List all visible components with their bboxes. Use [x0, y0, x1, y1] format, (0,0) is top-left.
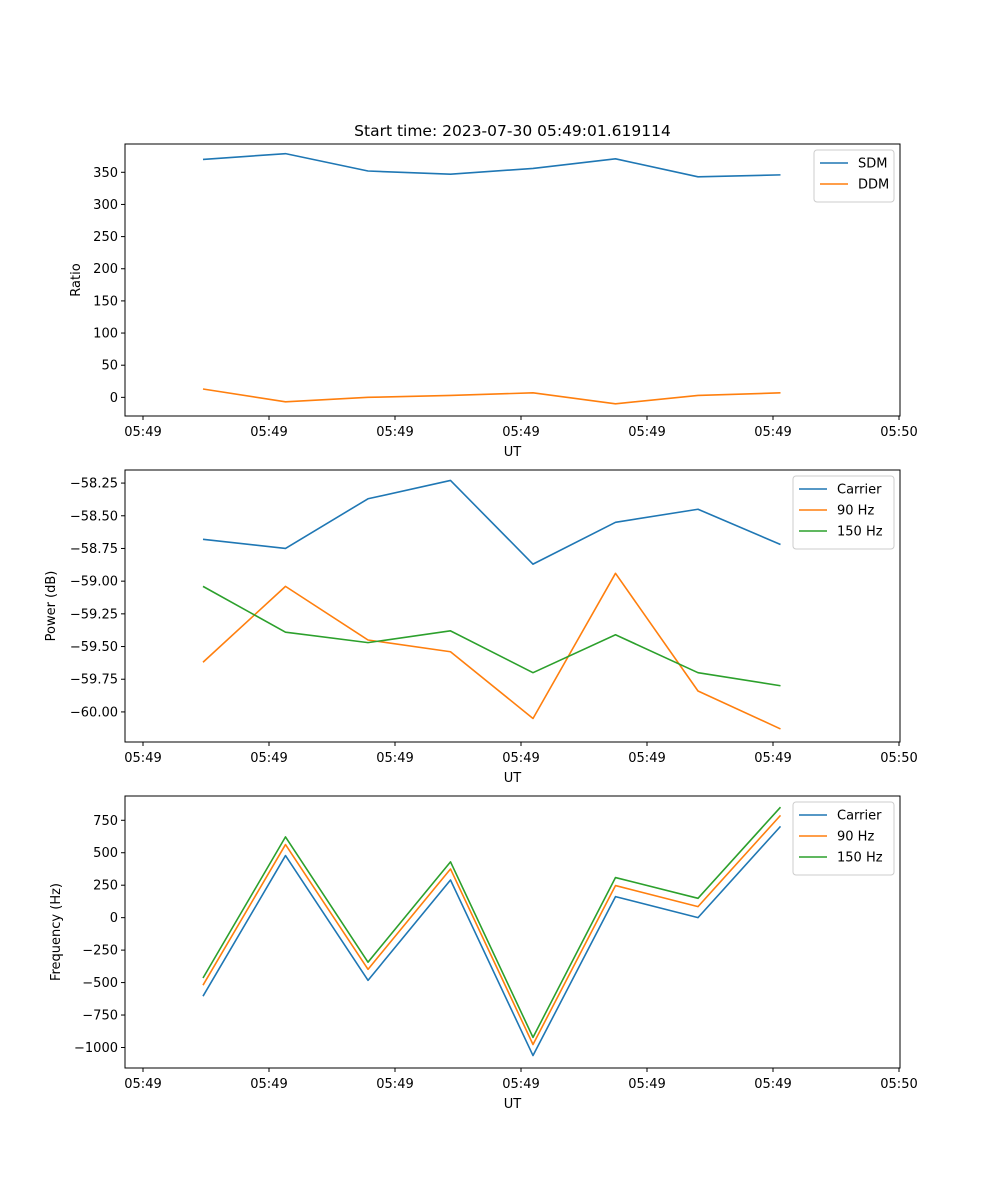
- legend-label: DDM: [858, 178, 889, 193]
- legend-label: 90 Hz: [837, 504, 874, 519]
- x-tick-label: 05:49: [376, 751, 413, 766]
- x-tick-label: 05:49: [628, 425, 665, 440]
- y-tick-label: 100: [93, 327, 118, 342]
- x-tick-label: 05:49: [124, 751, 161, 766]
- y-tick-label: 300: [93, 198, 118, 213]
- x-tick-label: 05:49: [754, 1077, 791, 1092]
- chart-panel-2: 05:49 05:49 05:49 05:49 05:49 05:49 05:50 −60.0…: [44, 469, 918, 786]
- y-tick-label: −58.75: [70, 542, 118, 557]
- legend-label: 90 Hz: [837, 830, 874, 845]
- x-axis-label: UT: [504, 1097, 522, 1112]
- y-tick-label: −59.00: [70, 575, 118, 590]
- y-tick-label: 0: [110, 391, 118, 406]
- x-tick-label: 05:49: [124, 1077, 161, 1092]
- legend-label: 150 Hz: [837, 525, 883, 540]
- series-line-150-hz: [202, 585, 781, 687]
- x-tick-label: 05:49: [628, 1077, 665, 1092]
- plot-frame: [124, 795, 901, 1069]
- y-tick-label: 200: [93, 262, 118, 277]
- legend-label: SDM: [858, 157, 887, 172]
- x-tick-label: 05:49: [628, 751, 665, 766]
- series-line-90-hz: [202, 814, 782, 1046]
- x-tick-label: 05:49: [754, 751, 791, 766]
- x-tick-label: 05:49: [250, 425, 287, 440]
- legend-label: Carrier: [837, 809, 882, 824]
- x-tick-label: 05:49: [250, 751, 287, 766]
- y-tick-label: −500: [82, 976, 118, 991]
- legend-label: 150 Hz: [837, 851, 883, 866]
- y-tick-label: −58.50: [70, 509, 118, 524]
- chart-panel-1: 05:49 05:49 05:49 05:49 05:49 05:49 05:50 0 50 10…: [69, 143, 918, 460]
- y-axis-label: Power (dB): [44, 571, 59, 642]
- y-tick-label: 250: [93, 230, 118, 245]
- x-tick-label: 05:49: [376, 1077, 413, 1092]
- x-tick-label: 05:49: [502, 751, 539, 766]
- x-tick-label: 05:50: [880, 425, 917, 440]
- x-tick-label: 05:49: [250, 1077, 287, 1092]
- x-tick-label: 05:50: [880, 1077, 917, 1092]
- x-tick-label: 05:49: [124, 425, 161, 440]
- x-tick-label: 05:50: [880, 751, 917, 766]
- y-axis-label: Frequency (Hz): [49, 883, 64, 981]
- series-line-carrier: [202, 825, 782, 1057]
- legend-label: Carrier: [837, 483, 882, 498]
- x-tick-label: 05:49: [502, 1077, 539, 1092]
- legend: Carrier 90 Hz 150 Hz: [792, 801, 895, 876]
- y-tick-label: 0: [110, 911, 118, 926]
- y-tick-label: 150: [93, 294, 118, 309]
- y-tick-label: −750: [82, 1009, 118, 1024]
- y-tick-label: −59.50: [70, 640, 118, 655]
- y-tick-label: −59.25: [70, 607, 118, 622]
- y-tick-label: 750: [93, 814, 118, 829]
- x-axis-label: UT: [504, 771, 522, 786]
- figure-title: Start time: 2023-07-30 05:49:01.619114: [354, 122, 671, 140]
- series-line-sdm: [202, 152, 781, 178]
- y-tick-label: 250: [93, 879, 118, 894]
- x-tick-label: 05:49: [502, 425, 539, 440]
- chart-panel-3: 05:49 05:49 05:49 05:49 05:49 05:49 05:50 −1000…: [49, 795, 918, 1112]
- x-tick-label: 05:49: [754, 425, 791, 440]
- series-line-ddm: [202, 388, 781, 405]
- legend: SDM DDM: [813, 149, 895, 203]
- y-tick-label: −59.75: [70, 673, 118, 688]
- y-tick-label: 500: [93, 846, 118, 861]
- series-line-90-hz: [202, 572, 781, 730]
- y-tick-label: −60.00: [70, 705, 118, 720]
- x-tick-label: 05:49: [376, 425, 413, 440]
- series-line-carrier: [202, 479, 781, 565]
- y-axis-label: Ratio: [69, 263, 84, 296]
- y-tick-label: −58.25: [70, 477, 118, 492]
- legend: Carrier 90 Hz 150 Hz: [792, 475, 895, 550]
- y-tick-label: −250: [82, 944, 118, 959]
- plot-frame: [124, 143, 901, 417]
- y-tick-label: −1000: [74, 1041, 118, 1056]
- y-tick-label: 350: [93, 166, 118, 181]
- plot-frame: [124, 469, 901, 743]
- y-tick-label: 50: [101, 359, 118, 374]
- series-line-150-hz: [202, 806, 782, 1039]
- x-axis-label: UT: [504, 445, 522, 460]
